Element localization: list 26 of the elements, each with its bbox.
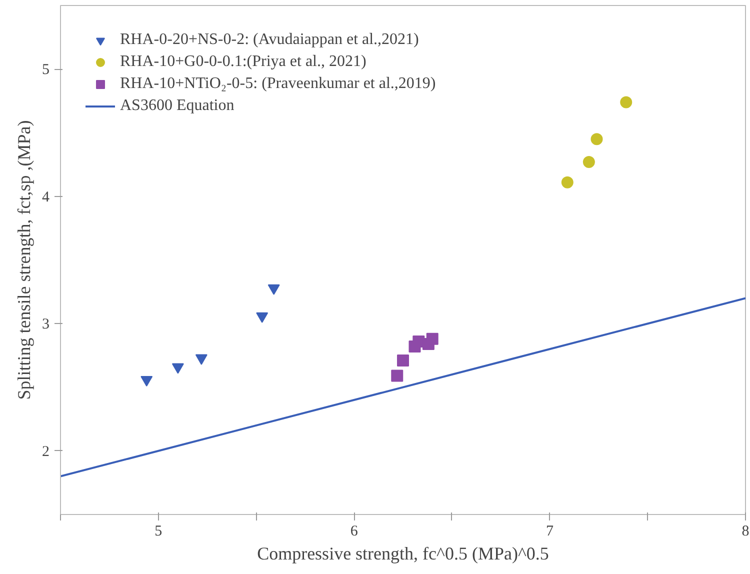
y-tick-label: 3 bbox=[42, 316, 50, 333]
legend-label: RHA-0-20+NS-0-2: (Avudaiappan et al.,2021) bbox=[120, 31, 419, 49]
point bbox=[397, 354, 409, 367]
point bbox=[582, 156, 595, 168]
x-tick-label: 7 bbox=[546, 524, 554, 540]
x-tick-label: 6 bbox=[350, 524, 358, 540]
point bbox=[426, 332, 438, 345]
point bbox=[256, 312, 268, 323]
point bbox=[172, 363, 184, 374]
y-tick-label: 5 bbox=[42, 62, 50, 78]
point bbox=[268, 284, 280, 295]
x-axis-title: Compressive strength, fc^0.5 (MPa)^0.5 bbox=[257, 544, 549, 564]
x-tick-label: 5 bbox=[154, 524, 162, 540]
point bbox=[620, 96, 632, 108]
point bbox=[195, 354, 208, 365]
y-tick-label: 4 bbox=[42, 189, 50, 206]
point bbox=[140, 376, 153, 386]
x-tick-label: 8 bbox=[742, 524, 750, 540]
point bbox=[590, 133, 603, 146]
y-tick-label: 2 bbox=[42, 444, 50, 460]
legend-label: RHA-10+NTiO₂-0-5: (Praveenkumar et al.,2019) bbox=[120, 75, 436, 93]
legend-label: AS3600 Equation bbox=[120, 97, 234, 115]
y-axis-title: Splitting tensile strength, fct,sp ,(MPa) bbox=[14, 120, 34, 400]
point bbox=[391, 370, 404, 382]
point bbox=[561, 176, 574, 188]
legend-label: RHA-10+G0-0-0.1:(Priya et al., 2021) bbox=[120, 53, 366, 71]
